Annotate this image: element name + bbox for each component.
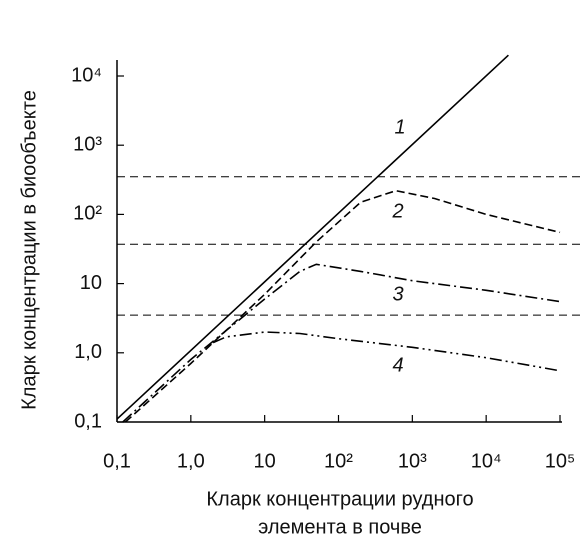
x-tick-label: 10³ bbox=[398, 450, 427, 472]
x-tick-label: 10 bbox=[254, 450, 276, 472]
series-line bbox=[122, 263, 561, 423]
x-tick-label: 10⁵ bbox=[545, 450, 576, 472]
y-axis-label: Кларк концентрации в биообъекте bbox=[18, 90, 40, 410]
series-label: 1 bbox=[394, 116, 405, 138]
series-label: 4 bbox=[392, 354, 403, 376]
y-tick-label: 0,1 bbox=[74, 410, 102, 432]
x-tick-label: 10⁴ bbox=[471, 450, 502, 472]
y-tick-label: 10 bbox=[80, 272, 102, 294]
x-axis-label: элемента в почве bbox=[258, 516, 422, 538]
series-line bbox=[212, 331, 561, 372]
x-tick-label: 0,1 bbox=[103, 450, 131, 472]
series-line bbox=[116, 54, 509, 420]
x-axis-label: Кларк концентрации рудного bbox=[206, 488, 473, 510]
series-line bbox=[124, 189, 561, 423]
series-label: 3 bbox=[392, 283, 403, 305]
x-tick-label: 1,0 bbox=[177, 450, 205, 472]
series-label: 2 bbox=[391, 200, 403, 222]
y-tick-label: 1,0 bbox=[74, 341, 102, 363]
y-tick-label: 10² bbox=[73, 203, 102, 225]
y-tick-label: 10³ bbox=[73, 133, 102, 155]
y-tick-label: 10⁴ bbox=[71, 64, 102, 86]
x-tick-label: 10² bbox=[324, 450, 353, 472]
